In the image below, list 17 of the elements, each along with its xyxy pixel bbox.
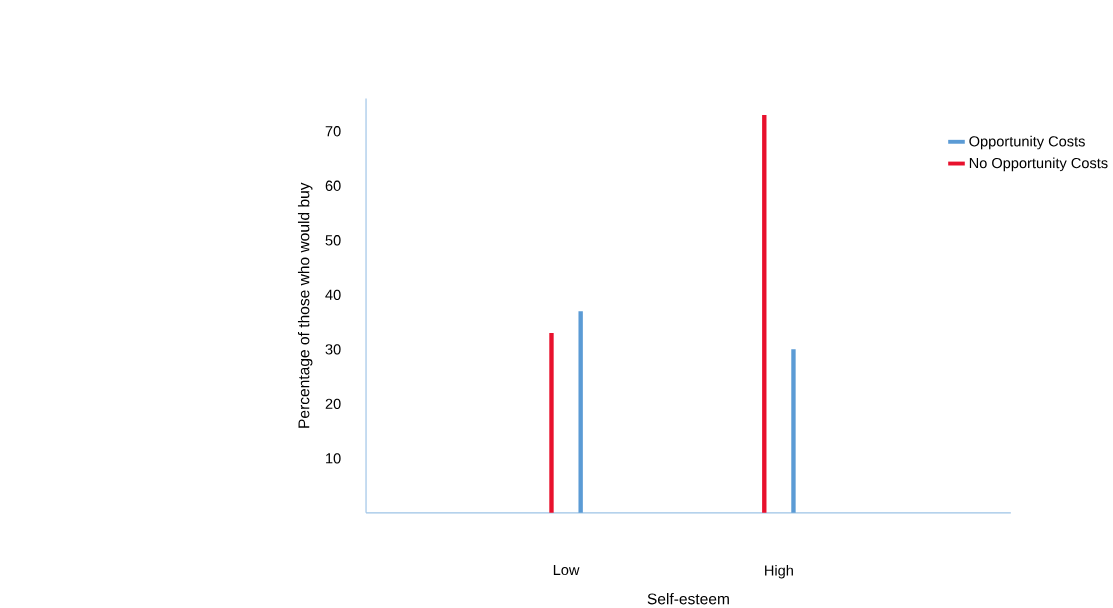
bar xyxy=(791,349,796,514)
y-tick-label: 70 xyxy=(325,126,341,137)
bar xyxy=(549,333,554,514)
x-tick-label: High xyxy=(765,565,793,579)
y-tick-label: 50 xyxy=(325,235,341,246)
y-tick-label: 20 xyxy=(325,398,341,410)
y-axis-title: Percentage of those who would buy xyxy=(297,182,313,428)
y-tick-label: 30 xyxy=(325,344,341,355)
y-tick-label: 60 xyxy=(325,180,341,192)
y-tick-label: 10 xyxy=(326,453,341,464)
legend-label: Opportunity Costs xyxy=(969,135,1085,150)
legend-label: No Opportunity Costs xyxy=(969,157,1108,172)
x-tick-label: Low xyxy=(553,565,580,576)
bar xyxy=(578,311,583,514)
bar xyxy=(762,115,767,514)
y-tick-label: 40 xyxy=(325,289,341,301)
x-axis-title: Self-esteem xyxy=(647,593,729,605)
